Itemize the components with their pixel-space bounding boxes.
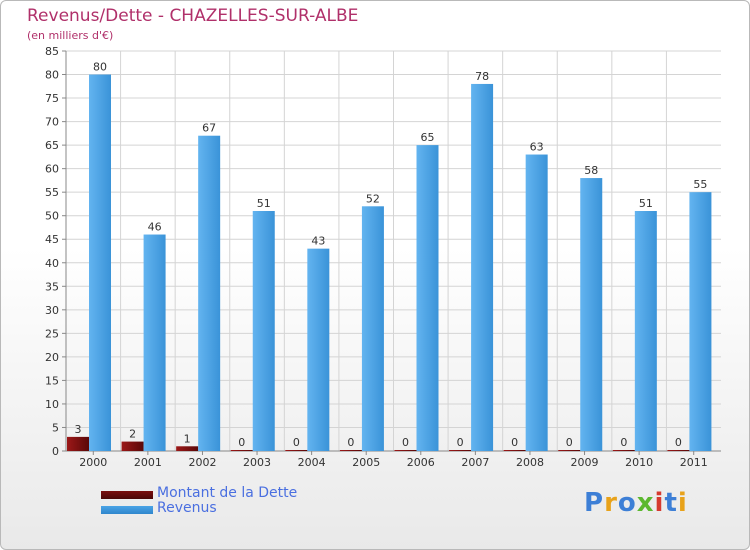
y-tick-label: 35 (45, 280, 59, 293)
y-tick-label: 70 (45, 116, 59, 129)
data-label-debt: 0 (620, 436, 627, 449)
bar-revenue (525, 154, 548, 451)
data-label-revenue: 43 (311, 235, 325, 248)
bar-revenue (689, 192, 712, 452)
data-label-revenue: 58 (584, 164, 598, 177)
x-tick-label: 2008 (516, 456, 544, 469)
bar-revenue (471, 83, 494, 452)
data-labels: 3 80 2 46 1 67 0 51 0 43 0 52 0 65 0 78 0 63 0 58 0 51 0 55 (75, 61, 708, 449)
legend-swatch-debt (101, 491, 153, 499)
bar-debt (67, 436, 89, 451)
bars (67, 74, 712, 452)
data-label-debt: 0 (293, 436, 300, 449)
legend-swatch-revenue (101, 506, 153, 514)
y-tick-label: 75 (45, 92, 59, 105)
grid-lines (66, 50, 721, 451)
x-tick-label: 2000 (79, 456, 107, 469)
legend-label-debt: Montant de la Dette (157, 485, 298, 501)
logo-letter: P (584, 488, 605, 518)
proxiti-logo: Proxiti (584, 488, 688, 518)
bar-revenue (307, 248, 330, 451)
logo-letter: r (604, 488, 618, 518)
y-tick-label: 40 (45, 257, 59, 270)
x-tick-label: 2001 (134, 456, 162, 469)
x-tick-label: 2005 (352, 456, 380, 469)
logo-letter: i (677, 488, 688, 518)
data-label-debt: 1 (184, 432, 191, 445)
data-label-revenue: 55 (693, 178, 707, 191)
y-tick-label: 45 (45, 233, 59, 246)
x-tick-label: 2007 (461, 456, 489, 469)
bar-debt (612, 450, 635, 451)
bar-debt (667, 450, 690, 451)
logo-letter: x (636, 488, 655, 518)
data-label-revenue: 65 (421, 131, 435, 144)
bar-debt (339, 450, 362, 451)
y-tick-label: 50 (45, 210, 59, 223)
x-tick-label: 2010 (625, 456, 653, 469)
bar-debt (121, 441, 144, 451)
x-tick-label: 2003 (243, 456, 271, 469)
bar-revenue (361, 206, 384, 451)
data-label-revenue: 63 (530, 141, 544, 154)
logo-letter: t (664, 488, 678, 518)
bar-revenue (252, 211, 275, 451)
bar-debt (394, 450, 417, 451)
data-label-revenue: 51 (639, 197, 653, 210)
chart-subtitle: (en milliers d'€) (27, 29, 114, 42)
x-tick-label: 2002 (188, 456, 216, 469)
bar-debt (449, 450, 472, 451)
data-label-revenue: 46 (148, 221, 162, 234)
x-tick-label: 2011 (680, 456, 708, 469)
legend-label-revenue: Revenus (157, 500, 217, 516)
data-label-debt: 3 (75, 423, 82, 436)
bar-revenue (89, 74, 111, 451)
logo-letter: o (617, 488, 637, 518)
bar-debt (558, 450, 581, 451)
data-label-debt: 2 (129, 428, 136, 441)
bar-debt (503, 450, 526, 451)
y-tick-label: 10 (45, 398, 59, 411)
bar-debt (176, 446, 199, 451)
y-tick-label: 25 (45, 327, 59, 340)
y-tick-label: 15 (45, 374, 59, 387)
y-tick-label: 60 (45, 163, 59, 176)
y-tick-label: 20 (45, 351, 59, 364)
y-tick-label: 65 (45, 139, 59, 152)
bar-revenue (580, 178, 603, 451)
data-label-debt: 0 (511, 436, 518, 449)
data-label-debt: 0 (566, 436, 573, 449)
data-label-revenue: 52 (366, 192, 380, 205)
bar-revenue (634, 211, 657, 451)
bar-debt (230, 450, 253, 451)
chart-title: Revenus/Dette - CHAZELLES-SUR-ALBE (27, 6, 359, 26)
y-tick-label: 5 (52, 421, 59, 434)
x-tick-label: 2006 (407, 456, 435, 469)
y-tick-label: 55 (45, 186, 59, 199)
data-label-debt: 0 (402, 436, 409, 449)
y-tick-label: 0 (52, 445, 59, 458)
logo-letter: i (654, 488, 665, 518)
data-label-revenue: 67 (202, 122, 216, 135)
y-tick-label: 85 (45, 45, 59, 58)
bar-revenue (143, 234, 166, 451)
data-label-revenue: 78 (475, 70, 489, 83)
bar-revenue (416, 145, 439, 451)
bar-debt (285, 450, 308, 451)
data-label-revenue: 80 (93, 61, 107, 74)
x-tick-label: 2009 (571, 456, 599, 469)
data-label-debt: 0 (238, 436, 245, 449)
data-label-debt: 0 (457, 436, 464, 449)
y-tick-label: 80 (45, 69, 59, 82)
y-tick-label: 30 (45, 304, 59, 317)
data-label-revenue: 51 (257, 197, 271, 210)
data-label-debt: 0 (675, 436, 682, 449)
data-label-debt: 0 (347, 436, 354, 449)
x-tick-label: 2004 (298, 456, 326, 469)
bar-revenue (198, 135, 221, 452)
